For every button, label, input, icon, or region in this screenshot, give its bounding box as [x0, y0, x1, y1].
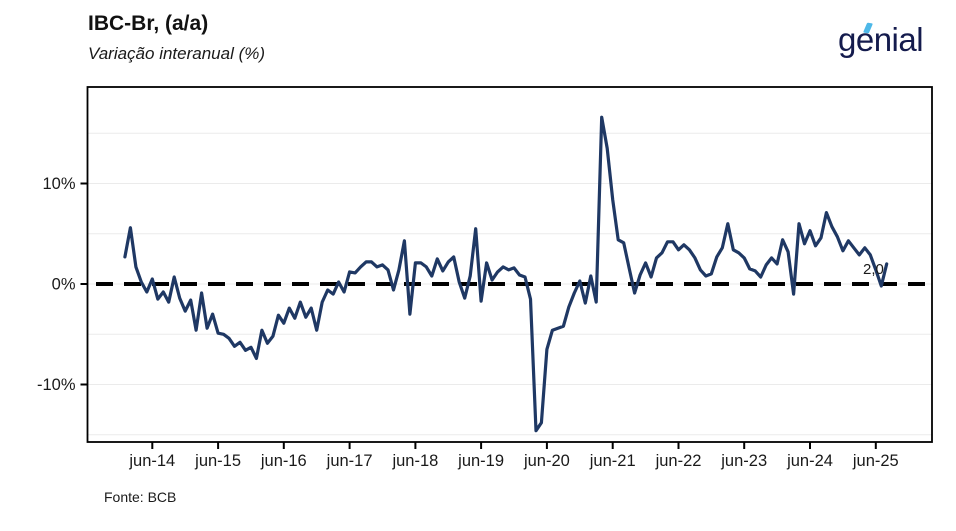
x-axis-label: jun-20 — [523, 452, 570, 470]
x-axis-label: jun-21 — [589, 452, 636, 470]
x-axis-label: jun-25 — [852, 452, 899, 470]
x-axis-label: jun-14 — [128, 452, 175, 470]
source-note: Fonte: BCB — [104, 489, 177, 505]
last-value-label: 2,0 — [863, 261, 884, 278]
x-axis-label: jun-23 — [720, 452, 767, 470]
x-axis-label: jun-15 — [194, 452, 241, 470]
genial-logo: genial — [838, 20, 948, 64]
y-axis-label: 10% — [42, 175, 75, 193]
page-title: IBC-Br, (a/a) — [88, 12, 209, 35]
x-axis-label: jun-17 — [326, 452, 373, 470]
ibcbr-series-line — [123, 115, 889, 433]
x-axis-label: jun-16 — [260, 452, 307, 470]
x-axis-label: jun-18 — [391, 452, 438, 470]
genial-logo-text: genial — [838, 21, 924, 58]
x-axis-label: jun-24 — [786, 452, 833, 470]
x-axis-label: jun-19 — [457, 452, 504, 470]
page-subtitle: Variação interanual (%) — [88, 44, 266, 63]
plot-frame — [86, 86, 933, 443]
y-axis-label: -10% — [37, 376, 76, 394]
x-axis-label: jun-22 — [655, 452, 702, 470]
y-axis-label: 0% — [52, 276, 76, 294]
